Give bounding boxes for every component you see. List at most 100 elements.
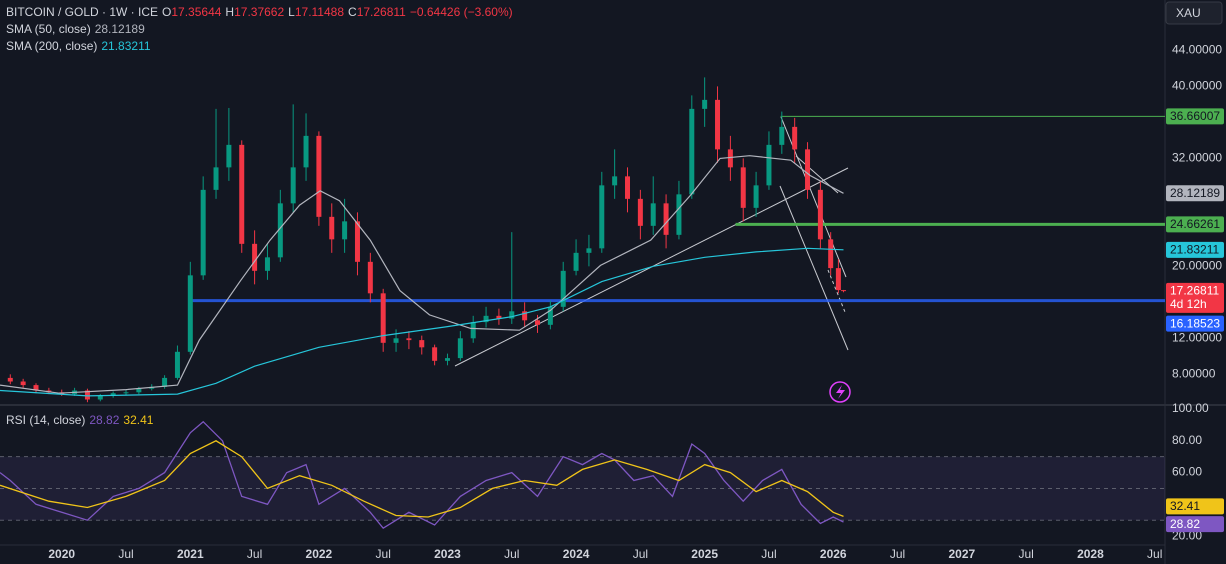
sma-price-label: 28.12189 [1170,186,1220,200]
event-icon-bolt [836,385,845,399]
x-tick-label: Jul [1018,547,1033,561]
legend-row: BITCOIN / GOLD · 1W · ICE O17.35644 H17.37… [6,4,517,21]
x-tick-label: Jul [376,547,391,561]
ohlc-value: 17.35644 [171,5,222,19]
candle-body [277,203,283,258]
x-tick-label: Jul [504,547,519,561]
candle-body [432,347,438,361]
symbol-title: BITCOIN / GOLD · 1W · ICE [6,5,159,19]
countdown-label: 4d 12h [1170,297,1207,311]
rsi-tick-label: 60.00 [1172,465,1202,479]
candle-body [753,185,759,208]
trendline [779,185,849,351]
candle-body [534,320,540,325]
sma-line [0,155,844,394]
x-tick-label: Jul [118,547,133,561]
x-tick-label: 2027 [948,547,975,561]
candle-body [329,216,335,240]
line-price-label-bg [1166,108,1224,125]
x-tick-label: 2022 [306,547,333,561]
x-tick-label: 2028 [1077,547,1104,561]
candle-body [835,268,841,291]
candle-body [637,198,643,226]
sma-price-label: 21.83211 [1170,243,1219,257]
candle-body [393,338,399,343]
x-tick-label: Jul [761,547,776,561]
y-tick-label: 32.00000 [1172,151,1222,165]
compare-button[interactable] [1165,1,1223,25]
compare-symbol: XAU [1176,6,1201,20]
candle-body [625,176,631,199]
candle-body [226,144,232,168]
ohlc-value: 17.26811 [356,5,406,19]
rsi-legend-value: 32.41 [123,413,154,427]
x-tick-label: 2025 [691,547,718,561]
y-tick-label: 20.00000 [1172,259,1222,273]
line-price-label: 16.18523 [1170,316,1220,330]
candle-body [354,221,360,262]
candle-body [162,377,168,387]
x-tick-label: 2021 [177,547,204,561]
rsi-tick-label: 80.00 [1172,433,1202,447]
candle-body [20,381,26,386]
candle-body [702,99,708,109]
candle-body [444,358,450,361]
sma-price-label-bg [1166,185,1224,202]
candle-body [290,167,296,204]
candle-body [689,108,695,195]
legend-series-value: 21.83211 [101,39,151,53]
rsi-line [0,440,844,518]
last-price-label: 17.26811 [1170,284,1219,298]
rsi-tick-label: 100.00 [1172,401,1209,415]
candle-body [740,167,746,208]
candle-body [84,390,90,400]
x-tick-label: Jul [1147,547,1162,561]
candle-body [650,203,656,226]
candle-body [380,293,386,343]
y-tick-label: 44.00000 [1172,43,1222,57]
candle-body [496,315,502,319]
candle-body [676,194,682,235]
candle-body [522,311,528,321]
ohlc-letter: L [288,5,295,19]
candle-body [509,311,515,319]
line-price-label-bg [1166,315,1224,332]
change-label: −0.64426 (−3.60%) [409,5,513,19]
candle-body [560,270,566,307]
last-price-bg [1166,282,1224,313]
candle-body [612,176,618,186]
candle-body [599,185,605,249]
x-tick-label: Jul [890,547,905,561]
candle-body [779,126,785,145]
y-tick-label: 40.00000 [1172,79,1222,93]
candle-body [97,395,103,400]
candle-body [136,388,142,393]
line-price-label-bg [1166,216,1224,233]
candle-body [342,221,348,240]
candle-body [715,99,721,150]
y-tick-label: 12.00000 [1172,330,1222,344]
ohlc-value: 17.11488 [294,5,345,19]
ohlc-letter: O [162,5,172,19]
trendline [827,269,846,313]
candle-body [586,248,592,253]
rsi-value-label: 32.41 [1170,499,1200,513]
sma-line [0,247,844,397]
rsi-value-label-bg [1166,498,1224,515]
legend-series-name: SMA (50, close) [6,22,91,36]
candle-body [200,189,206,276]
rsi-value-label: 28.82 [1170,517,1200,531]
candle-body [483,315,489,323]
line-price-label: 36.66007 [1170,109,1220,123]
candle-body [252,243,258,271]
candle-body [727,149,733,168]
event-icon[interactable] [829,381,851,403]
x-tick-label: 2020 [48,547,75,561]
trendline [780,116,847,278]
candle-body [187,275,193,352]
price-legend: BITCOIN / GOLD · 1W · ICE O17.35644 H17.37… [6,4,517,55]
candle-body [7,377,13,382]
trendlines [454,116,849,367]
